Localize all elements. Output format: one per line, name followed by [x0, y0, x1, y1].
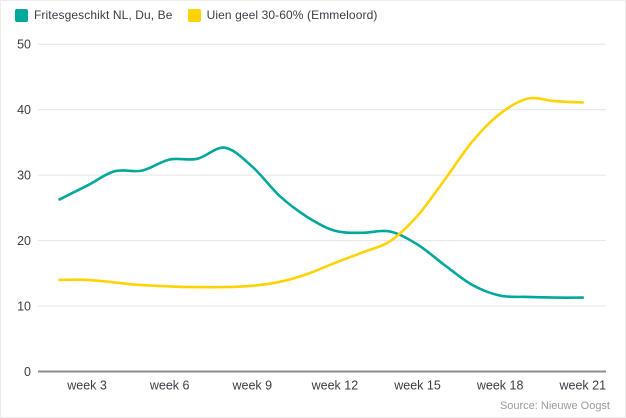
y-tick-label: 0: [24, 365, 31, 379]
y-tick-label: 30: [17, 168, 31, 182]
legend-label: Uien geel 30-60% (Emmeloord): [206, 8, 378, 22]
x-tick-label: week 9: [231, 379, 272, 393]
legend-swatch-teal: [15, 8, 28, 22]
x-tick-label: week 21: [558, 379, 606, 393]
x-tick-label: week 15: [393, 379, 441, 393]
x-tick-label: week 12: [311, 379, 359, 393]
x-tick-label: week 3: [66, 379, 107, 393]
y-tick-label: 20: [17, 234, 31, 248]
y-tick-label: 50: [17, 38, 31, 52]
legend-label: Fritesgeschikt NL, Du, Be: [34, 8, 173, 22]
x-tick-label: week 6: [149, 379, 190, 393]
series-line-uien-geel: [58, 96, 585, 289]
legend-item-fritesgeschikt: Fritesgeschikt NL, Du, Be: [15, 8, 173, 22]
y-tick-label: 10: [17, 299, 31, 313]
series-line-fritesgeschikt: [58, 146, 585, 299]
legend: Fritesgeschikt NL, Du, Be Uien geel 30-6…: [15, 8, 377, 22]
legend-item-uien-geel: Uien geel 30-60% (Emmeloord): [187, 8, 378, 22]
x-tick-label: week 18: [476, 379, 524, 393]
legend-swatch-yellow: [187, 8, 201, 22]
source-label: Source: Nieuwe Oogst: [499, 400, 610, 412]
y-tick-label: 40: [17, 103, 31, 117]
